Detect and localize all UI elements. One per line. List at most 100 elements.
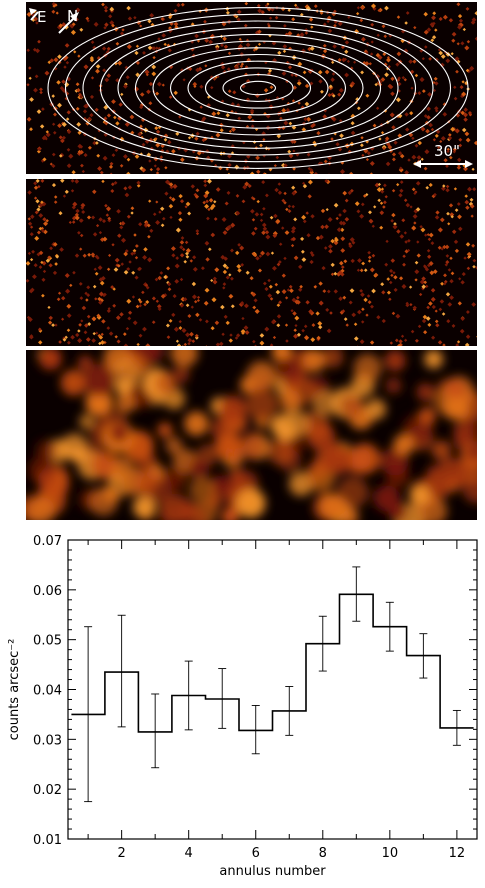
photon-event [432,269,438,274]
photon-event [57,123,62,129]
photon-event [373,272,379,278]
photon-event [185,248,191,254]
photon-event [465,334,471,339]
y-tick-label: 0.07 [33,534,62,549]
photon-event [195,232,200,236]
photon-event [421,89,426,94]
photon-event [301,328,305,333]
photon-event [404,338,408,342]
photon-event [421,57,425,61]
photon-event [451,324,456,328]
photon-event [414,269,420,275]
photon-event [104,22,109,27]
photon-event [144,69,150,75]
photon-event [195,312,200,318]
photon-event [360,202,365,207]
photon-event [292,85,297,90]
emission-blob [36,440,57,461]
photon-event [227,162,232,168]
photon-event [66,110,71,115]
photon-event [123,343,129,346]
photon-event [61,121,67,128]
photon-event [324,69,330,75]
photon-event [48,315,53,321]
annulus-ring [99,27,417,149]
photon-event [215,132,221,138]
emission-blob [160,493,191,520]
annuli-overlay [47,7,469,169]
photon-event [27,217,31,221]
photon-event [387,65,391,69]
photon-event [271,319,276,325]
photon-event [385,239,389,244]
emission-blob [60,369,87,396]
photon-event [120,92,124,96]
photon-event [412,305,417,310]
photon-event [411,154,417,160]
photon-event [269,297,274,301]
photon-event [141,290,145,295]
emission-blob [215,432,244,461]
emission-blob [267,439,293,465]
photon-event [423,264,427,268]
photon-event [199,105,203,109]
photon-event [85,121,90,126]
photon-event [227,51,232,55]
photon-event [255,155,260,161]
photon-event [93,21,99,27]
emission-blob [410,485,431,506]
photon-event [416,240,420,244]
photon-event [445,260,450,265]
photon-event [124,192,130,198]
emission-blob [111,456,134,480]
photon-event [134,50,139,56]
photon-event [196,39,201,43]
x-tick-label: 8 [319,846,327,861]
photon-event [178,326,183,330]
photon-event [464,342,470,346]
photon-event [92,332,96,336]
photon-event [115,78,120,83]
photon-event [269,343,274,346]
photon-event [65,61,70,65]
plot-frame [67,539,478,840]
photon-event [322,289,327,294]
photon-event [208,198,214,203]
photon-event [90,76,95,80]
photon-event [180,2,185,7]
photon-event [137,267,142,272]
photon-event [173,90,178,96]
photon-event [469,203,475,209]
photon-event [324,224,329,230]
photon-event [448,18,454,23]
photon-event [148,101,153,106]
emission-blob [209,475,232,498]
photon-event [56,297,61,302]
photon-event [65,117,70,121]
photon-event [134,244,139,248]
photon-event [306,152,311,157]
emission-blob [116,393,136,413]
photon-event [58,23,63,28]
photon-event [64,189,69,194]
photon-event [333,237,339,243]
photon-event [95,141,99,145]
photon-event [41,107,45,111]
emission-blob [416,383,435,402]
photon-event [165,323,170,328]
photon-event [414,143,419,148]
photon-event [200,266,205,271]
photon-event [226,224,232,230]
photon-event [152,212,157,216]
photon-event [263,172,268,174]
photon-event [308,17,314,22]
photon-event [115,41,120,46]
photon-event [167,48,172,53]
photon-event [393,287,398,292]
photon-event [339,260,344,266]
photon-event [259,333,265,338]
photon-event [199,84,204,89]
photon-event [359,339,365,345]
photon-event [108,172,114,174]
emission-blob [353,353,382,383]
